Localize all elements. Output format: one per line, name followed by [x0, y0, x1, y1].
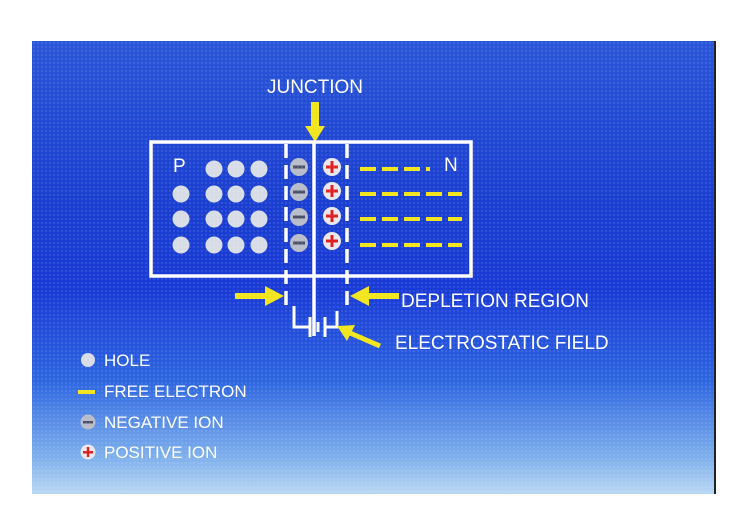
legend: HOLE FREE ELECTRON NEGATIVE ION POSITIVE… — [78, 351, 247, 462]
legend-free-electron: FREE ELECTRON — [104, 382, 247, 401]
hole-icon — [227, 210, 245, 228]
hole-icon — [205, 160, 223, 178]
negative-ion-icon — [290, 208, 308, 226]
depletion-arrow-left — [235, 286, 284, 306]
legend-hole: HOLE — [104, 351, 150, 370]
hole-icon — [227, 185, 245, 203]
pn-junction-diagram: JUNCTION P N — [78, 77, 609, 462]
negative-ion-icon — [290, 234, 308, 252]
hole-row-4 — [172, 236, 268, 254]
n-region-label: N — [444, 155, 458, 176]
diagram-panel: JUNCTION P N — [32, 41, 716, 494]
p-region-label: P — [173, 156, 186, 177]
hole-icon — [172, 210, 190, 228]
positive-ion-icon — [323, 158, 341, 176]
free-electrons — [360, 167, 462, 247]
negative-ion-legend-icon — [80, 414, 96, 430]
junction-arrow — [305, 102, 325, 142]
positive-ion-icon — [323, 182, 341, 200]
holes — [172, 160, 268, 254]
positive-ions — [323, 158, 341, 250]
depletion-arrow-right — [350, 286, 399, 306]
negative-ion-icon — [290, 158, 308, 176]
hole-icon — [205, 236, 223, 254]
hole-icon — [205, 210, 223, 228]
hole-row-1 — [205, 160, 268, 178]
depletion-region-label: DEPLETION REGION — [401, 291, 589, 312]
electrostatic-field-label: ELECTROSTATIC FIELD — [395, 333, 609, 354]
hole-icon — [250, 160, 268, 178]
negative-ions — [290, 158, 308, 252]
legend-negative-ion: NEGATIVE ION — [104, 413, 224, 432]
positive-ion-legend-icon — [80, 444, 96, 460]
free-electron-legend-icon — [78, 390, 95, 394]
hole-icon — [172, 185, 190, 203]
junction-box — [149, 140, 473, 278]
hole-icon — [172, 236, 190, 254]
hole-row-2 — [172, 185, 268, 203]
hole-row-3 — [172, 210, 268, 228]
negative-ion-icon — [290, 183, 308, 201]
hole-icon — [250, 210, 268, 228]
hole-icon — [205, 185, 223, 203]
positive-ion-icon — [323, 207, 341, 225]
hole-icon — [227, 160, 245, 178]
hole-icon — [250, 185, 268, 203]
hole-legend-icon — [81, 353, 95, 367]
hole-icon — [250, 236, 268, 254]
positive-ion-icon — [323, 232, 341, 250]
legend-positive-ion: POSITIVE ION — [104, 443, 217, 462]
battery-icon — [292, 306, 339, 337]
hole-icon — [227, 236, 245, 254]
field-arrow — [337, 325, 381, 349]
junction-label: JUNCTION — [267, 77, 363, 98]
